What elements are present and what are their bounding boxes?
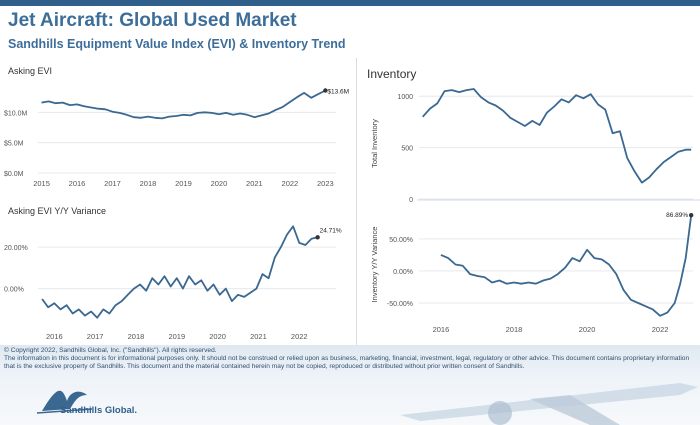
asking-evi-title: Asking EVI: [8, 66, 52, 76]
x-tick-label: 2021: [250, 332, 267, 341]
x-tick-label: 2023: [317, 179, 334, 188]
asking-evi-chart: $0.0M $5.0M $10.0M 2015 2016 2017 2018 2019 2020…: [4, 88, 349, 188]
disclaimer-text: The information in this document is for …: [4, 355, 690, 370]
evi-charts-svg: Asking EVI Asking EVI Y/Y Variance $0.0M…: [4, 66, 349, 341]
y-tick-label: 500: [401, 146, 413, 153]
airplane-graphic: [400, 383, 698, 425]
y-tick-label: $0.0M: [4, 171, 24, 178]
y-axis-label: Total Inventory: [370, 119, 379, 168]
end-point: [688, 212, 694, 218]
series-line: [422, 88, 692, 184]
y-tick-label: 20.00%: [4, 245, 28, 252]
series-line: [41, 89, 326, 120]
y-tick-label: 0.00%: [393, 269, 413, 276]
x-tick-label: 2018: [140, 179, 157, 188]
page-title: Jet Aircraft: Global Used Market: [8, 10, 297, 31]
end-point: [323, 88, 328, 93]
x-tick-label: 2020: [209, 332, 226, 341]
x-tick-label: 2016: [69, 179, 86, 188]
x-tick-label: 2017: [104, 179, 121, 188]
x-tick-label: 2015: [33, 179, 50, 188]
y-tick-label: 1000: [397, 94, 413, 101]
top-bar: [0, 0, 700, 6]
y-tick-label: $10.0M: [4, 110, 28, 117]
inventory-charts-svg: Inventory 0 500 1000 Total Inventory -50.00…: [367, 67, 700, 334]
left-panel: Asking EVI Asking EVI Y/Y Variance $0.0M…: [0, 58, 352, 345]
series-line: [440, 215, 693, 317]
x-tick-label: 2020: [579, 325, 596, 334]
y-tick-label: 0.00%: [4, 287, 24, 294]
sandhills-logo-icon: [36, 390, 93, 414]
x-tick-label: 2020: [211, 179, 228, 188]
x-tick-label: 2018: [506, 325, 523, 334]
x-tick-label: 2019: [175, 179, 192, 188]
x-tick-label: 2019: [168, 332, 185, 341]
page-subtitle: Sandhills Equipment Value Index (EVI) & …: [8, 37, 346, 51]
asking-evi-yy-chart: 0.00% 20.00% 2016 2017 2018 2019 2020 2021 2022 2…: [4, 225, 342, 341]
series-line: [41, 225, 318, 319]
end-point: [315, 235, 320, 240]
x-tick-label: 2016: [46, 332, 63, 341]
inventory-chart: 0 500 1000 Total Inventory: [370, 88, 693, 204]
y-tick-label: -50.00%: [387, 301, 413, 308]
end-value-label: 86.89%: [666, 212, 688, 219]
y-tick-label: 0: [409, 197, 413, 204]
y-tick-label: 50.00%: [389, 237, 413, 244]
y-tick-label: $5.0M: [4, 141, 24, 148]
inventory-title: Inventory: [367, 67, 416, 81]
x-tick-label: 2016: [433, 325, 450, 334]
y-axis-label: Inventory Y/Y Variance: [370, 227, 379, 303]
copyright-text: © Copyright 2022, Sandhills Global, Inc.…: [4, 347, 217, 354]
x-tick-label: 2021: [246, 179, 263, 188]
logo-text: Sandhills Global.: [60, 405, 138, 416]
right-panel: Inventory 0 500 1000 Total Inventory -50.00…: [356, 58, 700, 345]
footer: © Copyright 2022, Sandhills Global, Inc.…: [0, 345, 700, 425]
end-value-label: $13.6M: [327, 88, 349, 95]
x-tick-label: 2022: [291, 332, 308, 341]
asking-evi-yy-title: Asking EVI Y/Y Variance: [8, 206, 106, 216]
x-tick-label: 2022: [652, 325, 669, 334]
end-value-label: 24.71%: [320, 227, 342, 234]
x-tick-label: 2022: [282, 179, 299, 188]
x-tick-label: 2017: [87, 332, 104, 341]
x-tick-label: 2018: [128, 332, 145, 341]
inventory-yy-chart: -50.00% 0.00% 50.00% 2016 2018 2020 2022 86.89%…: [370, 212, 694, 334]
footer-text: © Copyright 2022, Sandhills Global, Inc.…: [4, 347, 694, 371]
